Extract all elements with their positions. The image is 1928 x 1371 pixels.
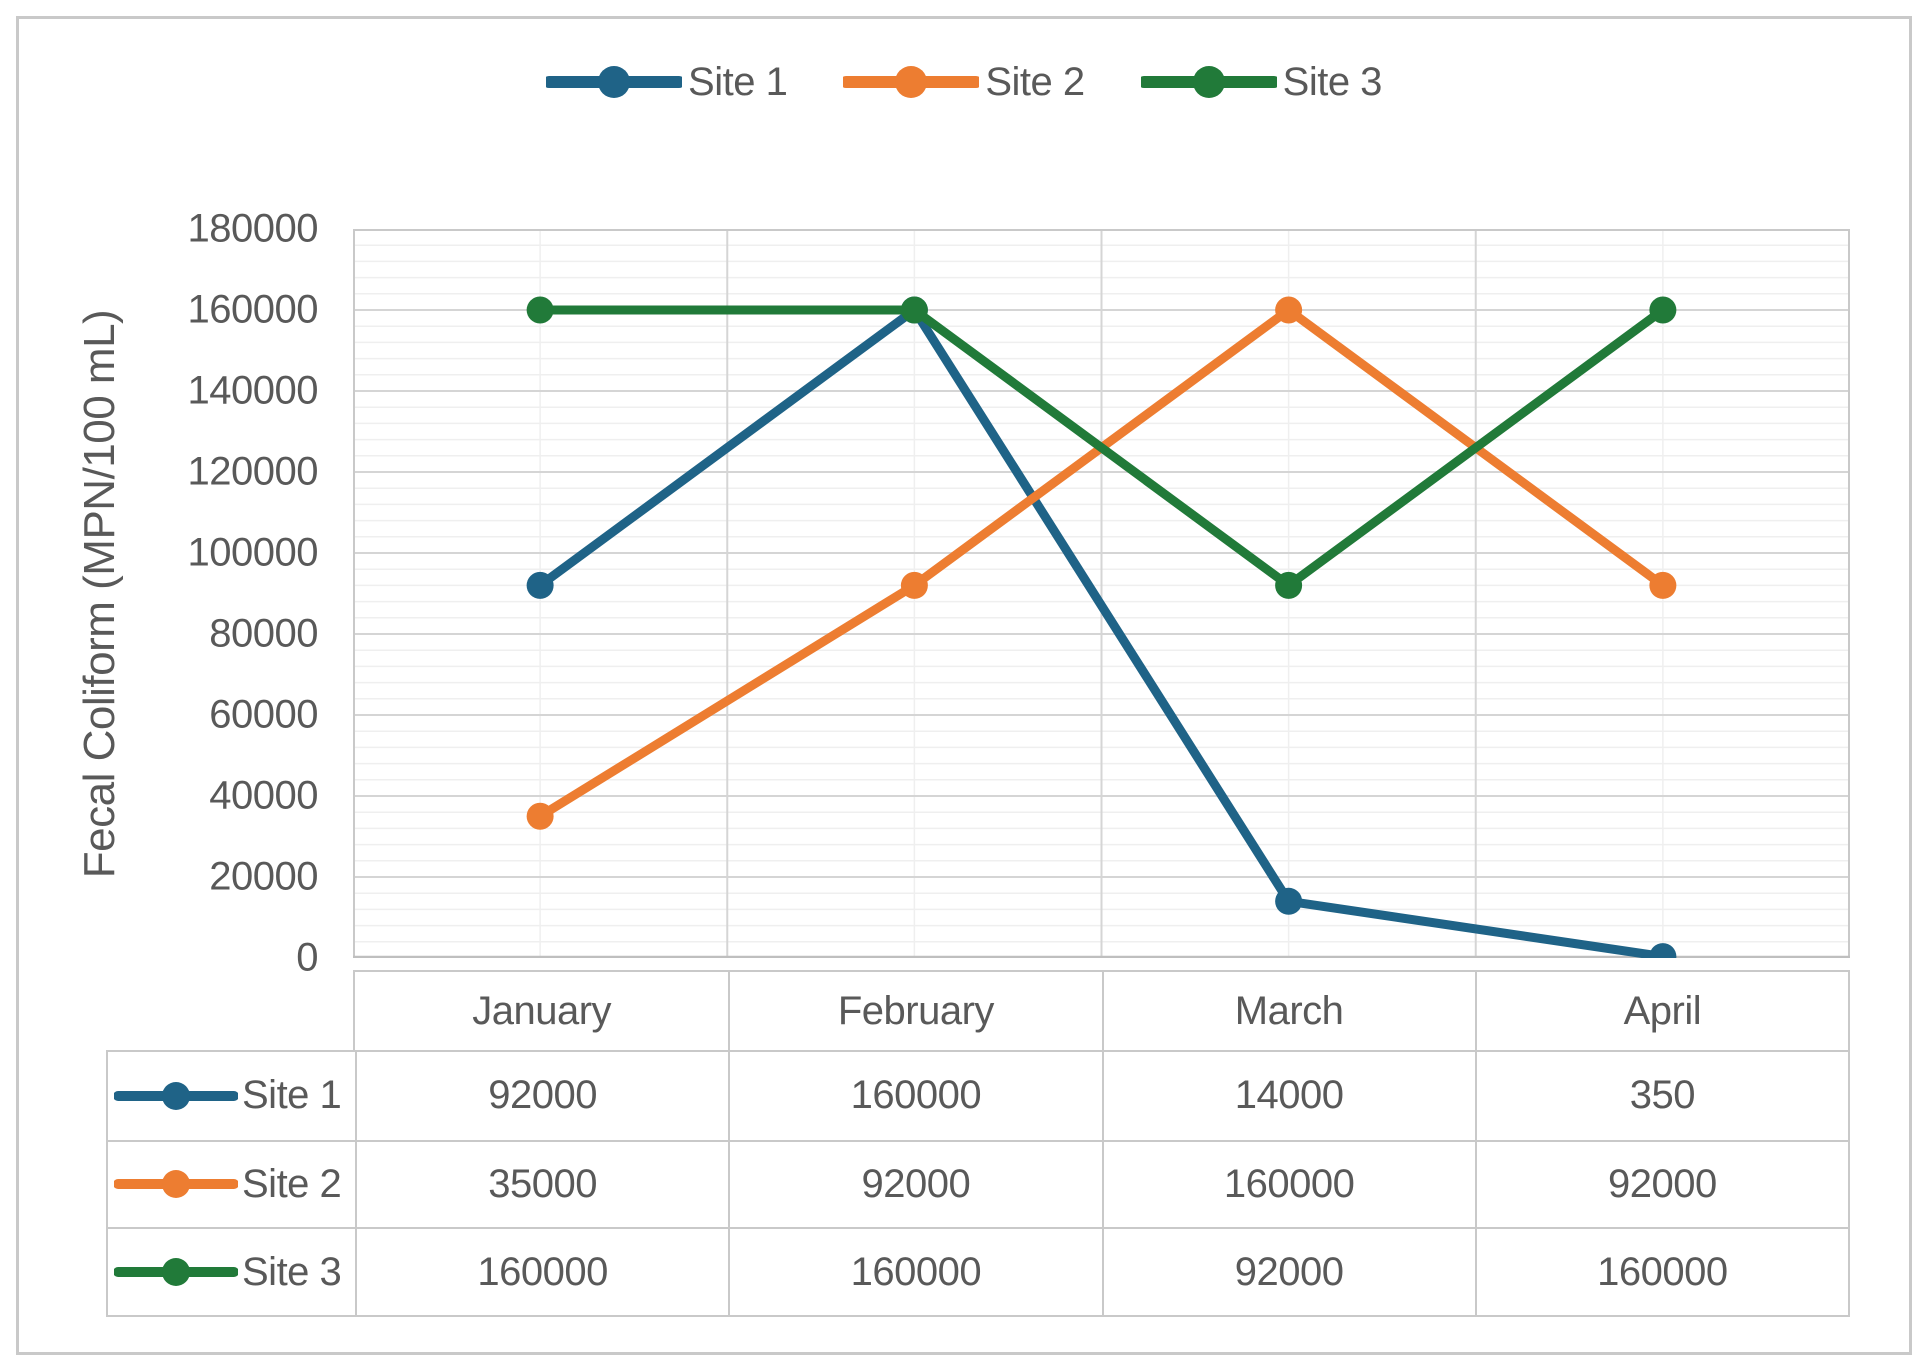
legend-label: Site 3 xyxy=(1282,59,1383,104)
data-point-marker xyxy=(1275,296,1303,324)
table-value-cell: 160000 xyxy=(728,1227,1102,1315)
table-value-cell: 92000 xyxy=(1101,1227,1475,1315)
legend-item-3: Site 3 xyxy=(1140,59,1383,105)
plot-area xyxy=(353,229,1850,958)
table-value-cell: 160000 xyxy=(1101,1139,1475,1228)
x-axis-category-label: April xyxy=(1474,972,1848,1050)
table-row-header-site-1: Site 1 xyxy=(108,1052,355,1140)
data-point-marker xyxy=(1649,943,1677,958)
y-tick-label: 60000 xyxy=(209,692,318,737)
table-value-cell: 160000 xyxy=(355,1227,729,1315)
table-row-header-site-2: Site 2 xyxy=(108,1139,355,1228)
table-row-label: Site 2 xyxy=(242,1161,342,1206)
legend-key-line-marker-icon xyxy=(1140,66,1277,98)
x-axis-category-label: March xyxy=(1101,972,1475,1050)
chart-legend: Site 1 Site 2 Site 3 xyxy=(0,56,1928,108)
table-row-label: Site 3 xyxy=(242,1249,342,1294)
data-point-marker xyxy=(900,571,928,599)
data-point-marker xyxy=(526,802,554,830)
data-point-marker xyxy=(526,571,554,599)
data-point-marker xyxy=(1649,571,1677,599)
table-value-cell: 160000 xyxy=(1474,1227,1848,1315)
y-tick-label: 20000 xyxy=(209,854,318,899)
legend-label: Site 1 xyxy=(688,59,788,104)
table-value-cell: 35000 xyxy=(355,1139,729,1228)
data-point-marker xyxy=(1275,887,1303,915)
y-tick-label: 180000 xyxy=(187,206,319,251)
legend-label: Site 2 xyxy=(985,59,1085,104)
y-tick-label: 0 xyxy=(296,935,318,980)
table-key-line-marker-icon xyxy=(114,1081,238,1110)
data-point-marker xyxy=(1275,571,1303,599)
data-point-marker xyxy=(900,296,928,324)
table-value-cell: 92000 xyxy=(1474,1139,1848,1228)
table-row-header-site-3: Site 3 xyxy=(108,1227,355,1315)
table-key-line-marker-icon xyxy=(114,1170,238,1199)
x-axis-category-label: January xyxy=(472,988,612,1033)
series-line-site-3 xyxy=(535,305,1668,590)
legend-item-1: Site 1 xyxy=(546,59,788,105)
table-key-line-marker-icon xyxy=(114,1258,238,1287)
series-line-site-1 xyxy=(535,305,1668,958)
legend-key-line-marker-icon xyxy=(843,66,980,98)
table-value-cell: 92000 xyxy=(728,1139,1102,1228)
table-value-cell: 92000 xyxy=(355,1052,728,1140)
table-value-cell: 14000 xyxy=(1101,1052,1475,1140)
data-point-marker xyxy=(526,296,554,324)
table-value-cell: 160000 xyxy=(728,1052,1101,1140)
y-tick-label: 140000 xyxy=(187,368,319,413)
data-point-marker xyxy=(1649,296,1677,324)
y-tick-label: 120000 xyxy=(187,449,319,494)
legend-key-line-marker-icon xyxy=(546,66,683,98)
y-tick-label: 40000 xyxy=(209,773,318,818)
data-table-month-header: January February March April xyxy=(353,970,1850,1050)
table-value-cell: 350 xyxy=(1474,1052,1848,1140)
data-table-body: Site 1 92000 160000 14000 350 Site 2 35000 9200… xyxy=(106,1050,1850,1317)
legend-item-2: Site 2 xyxy=(843,59,1085,105)
x-axis-category-label: February xyxy=(728,972,1101,1050)
figure-border xyxy=(16,16,1912,1355)
y-tick-label: 160000 xyxy=(187,287,319,332)
y-tick-label: 80000 xyxy=(209,611,318,656)
table-row-label: Site 1 xyxy=(242,1073,342,1118)
y-tick-label: 100000 xyxy=(187,530,319,575)
